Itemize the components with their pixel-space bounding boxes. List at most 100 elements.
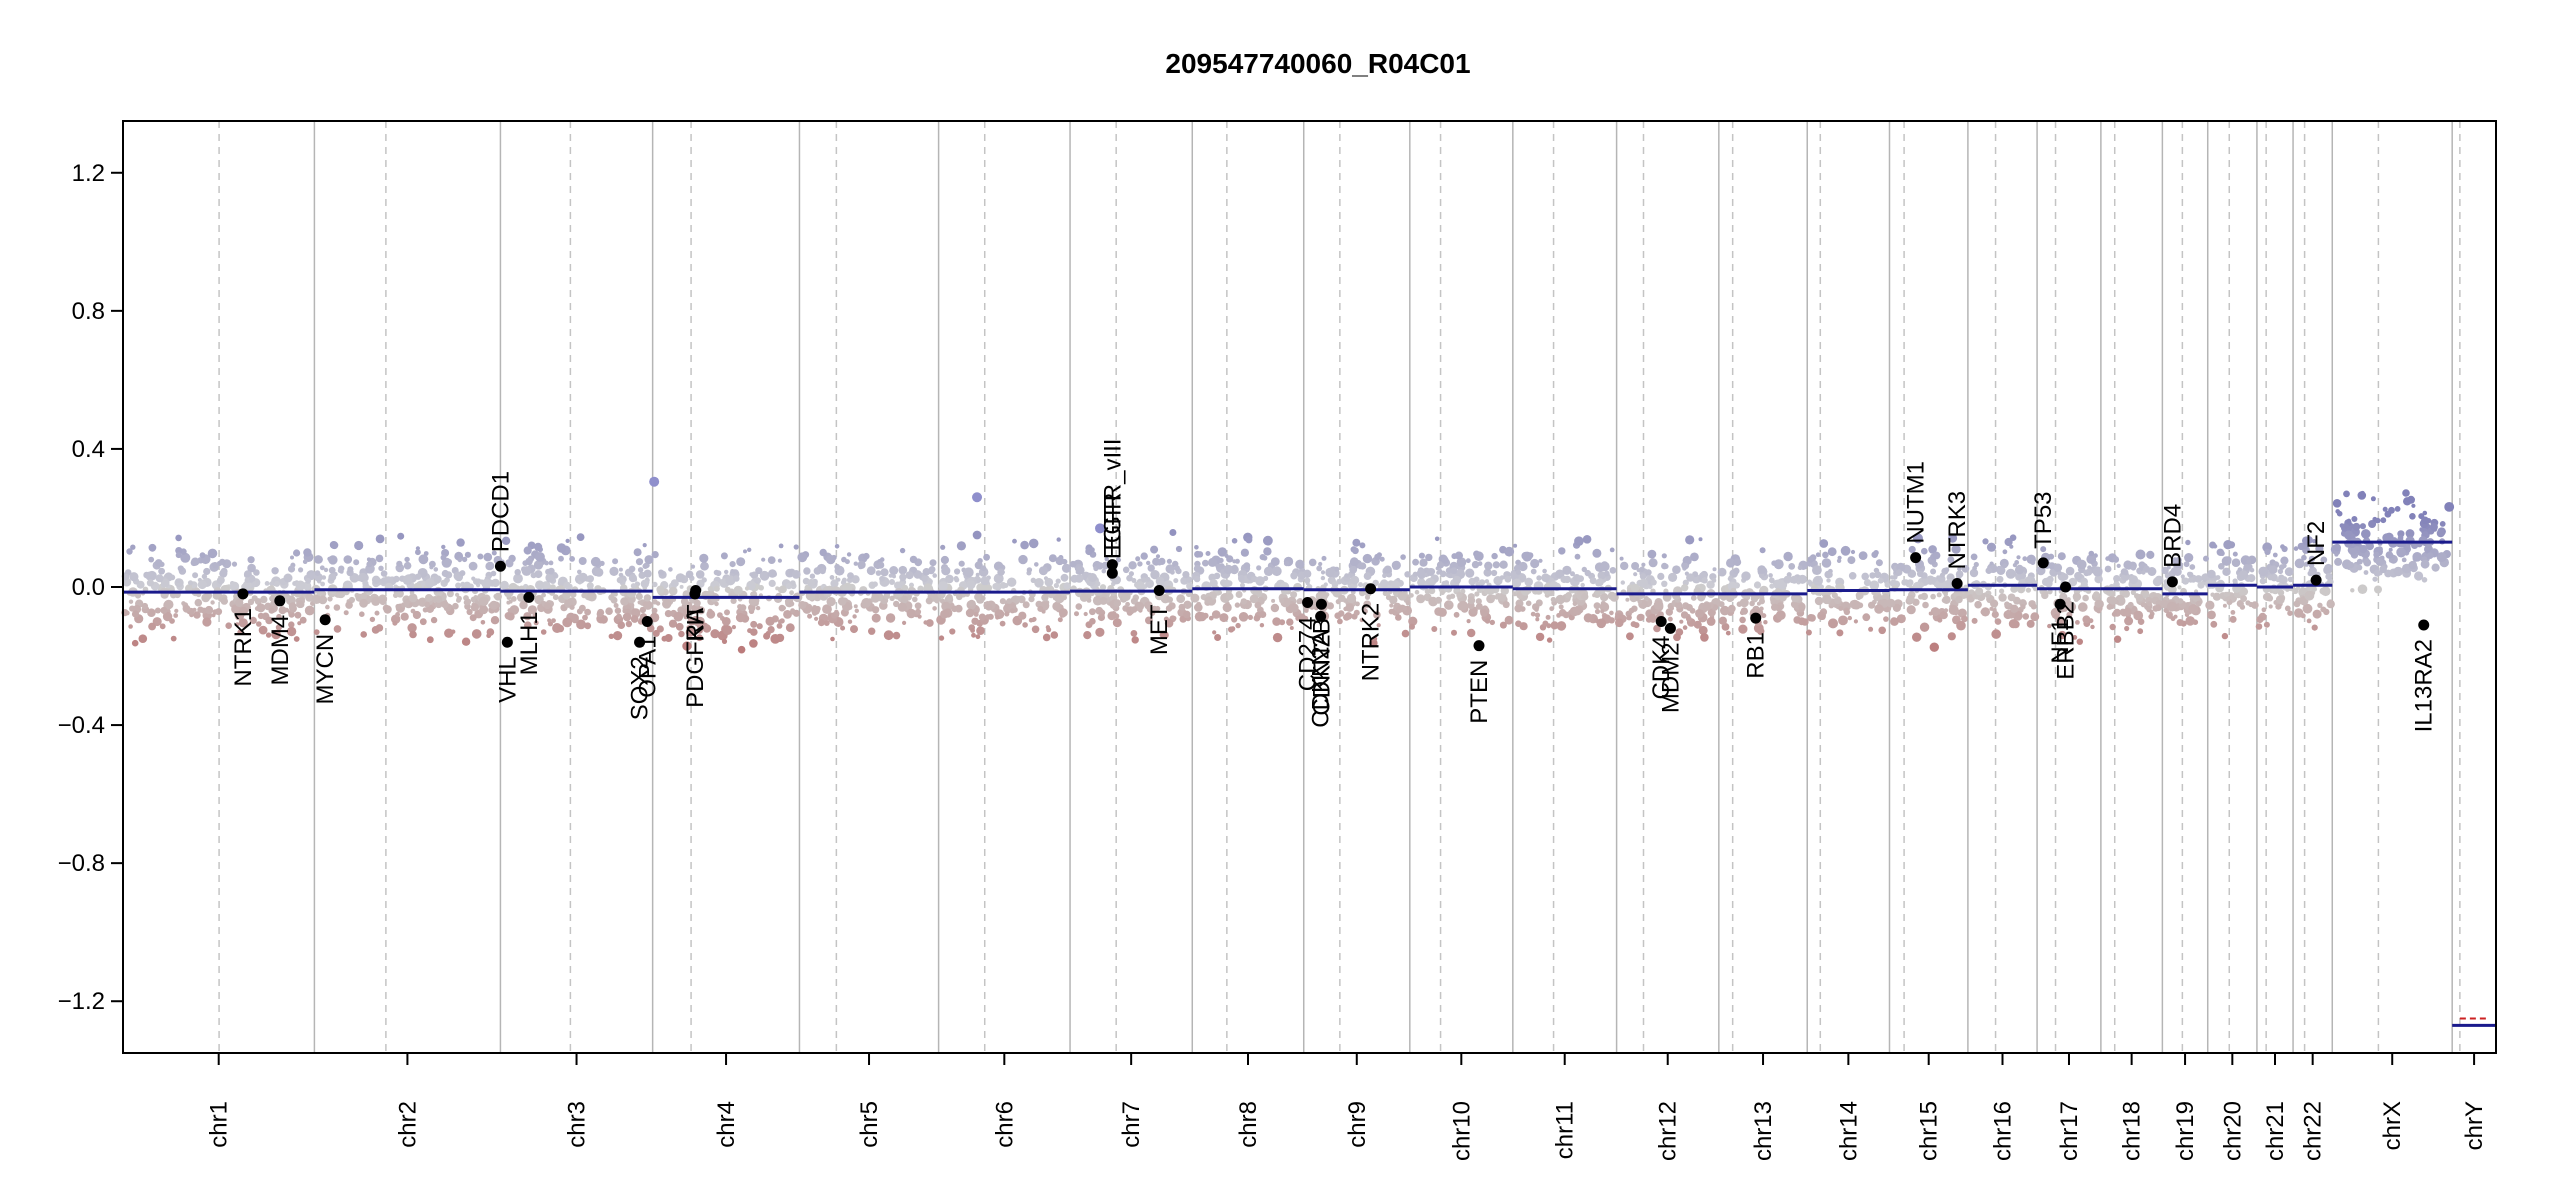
probe-point (576, 533, 585, 541)
probe-point (2124, 616, 2134, 626)
probe-point (1226, 593, 1234, 600)
probe-point (2130, 589, 2136, 596)
probe-point (720, 552, 728, 560)
probe-points (121, 476, 2455, 654)
probe-point (444, 577, 450, 583)
probe-point (1436, 570, 1441, 575)
probe-point (1289, 626, 1294, 630)
gene-marker (501, 636, 513, 648)
probe-point (909, 555, 918, 564)
probe-point (1879, 627, 1885, 634)
probe-point (1930, 607, 1940, 617)
probe-point (1169, 529, 1177, 536)
probe-point (333, 604, 341, 611)
probe-point (1290, 572, 1298, 580)
probe-point (547, 567, 555, 575)
probe-point (2112, 556, 2120, 563)
probe-point (1121, 592, 1131, 602)
probe-point (1711, 578, 1717, 583)
probe-point (2124, 625, 2130, 632)
probe-point (1751, 593, 1759, 601)
probe-point (1574, 536, 1584, 546)
probe-point (1235, 622, 1241, 629)
probe-point (2243, 564, 2250, 571)
probe-point (680, 597, 689, 606)
probe-point (2407, 495, 2415, 504)
probe-point (1166, 596, 1174, 603)
probe-point (1371, 636, 1378, 642)
probe-point (1362, 553, 1373, 564)
probe-point (523, 612, 532, 621)
probe-point (1222, 602, 1232, 613)
probe-point (1565, 592, 1572, 599)
probe-point (1471, 560, 1480, 569)
probe-point (2317, 602, 2323, 608)
probe-point (900, 595, 909, 604)
probe-point (643, 600, 653, 610)
probe-point (1695, 608, 1704, 618)
probe-point (1140, 552, 1148, 560)
probe-point (1827, 547, 1837, 557)
probe-point (793, 544, 799, 550)
probe-point (1912, 632, 1922, 642)
probe-point (2379, 565, 2387, 574)
probe-point (1414, 589, 1420, 595)
probe-point (749, 572, 754, 577)
probe-point (274, 580, 280, 587)
probe-point (1357, 562, 1364, 570)
probe-point (1819, 614, 1826, 620)
probe-point (122, 573, 130, 581)
probe-point (1409, 623, 1415, 630)
probe-point (1556, 613, 1561, 618)
probe-point (441, 569, 449, 578)
probe-point (1436, 561, 1445, 569)
probe-point (1868, 626, 1874, 632)
probe-point (197, 580, 207, 590)
probe-point (1718, 601, 1725, 608)
gene-label: NUTM1 (1903, 461, 1930, 544)
probe-point (2402, 489, 2410, 497)
probe-point (425, 578, 435, 588)
probe-point (1349, 557, 1359, 567)
probe-point (2311, 539, 2317, 544)
probe-point (2109, 623, 2116, 631)
probe-point (690, 564, 696, 569)
probe-point (402, 575, 413, 585)
probe-point (1238, 612, 1249, 622)
probe-point (985, 614, 991, 620)
probe-point (861, 598, 871, 608)
probe-point (2287, 610, 2293, 616)
probe-point (1231, 538, 1238, 544)
probe-point (2113, 581, 2120, 588)
probe-point (1530, 568, 1537, 575)
probe-point (481, 578, 492, 589)
probe-point (590, 556, 601, 567)
probe-point (191, 584, 196, 589)
probe-point (1419, 558, 1428, 567)
probe-point (360, 592, 368, 600)
probe-point (430, 616, 438, 624)
probe-point (1522, 551, 1533, 562)
probe-point (1116, 557, 1122, 563)
probe-point (318, 595, 328, 605)
probe-point (872, 581, 878, 587)
probe-point (2374, 585, 2382, 594)
probe-point (1231, 564, 1238, 571)
probe-point (1256, 565, 1262, 571)
probe-point (1971, 617, 1978, 624)
probe-point (759, 570, 770, 581)
probe-point (2188, 604, 2199, 614)
probe-point (2333, 543, 2341, 552)
probe-point (2301, 554, 2307, 561)
probe-point (1491, 569, 1498, 577)
probe-point (1283, 560, 1290, 567)
probe-point (1838, 615, 1848, 626)
probe-point (2238, 570, 2249, 580)
probe-point (730, 597, 737, 605)
probe-point (1850, 549, 1856, 555)
probe-point (1943, 608, 1949, 613)
probe-point (1759, 547, 1766, 554)
probe-point (1758, 572, 1765, 579)
probe-point (1619, 556, 1624, 561)
probe-point (563, 581, 571, 590)
